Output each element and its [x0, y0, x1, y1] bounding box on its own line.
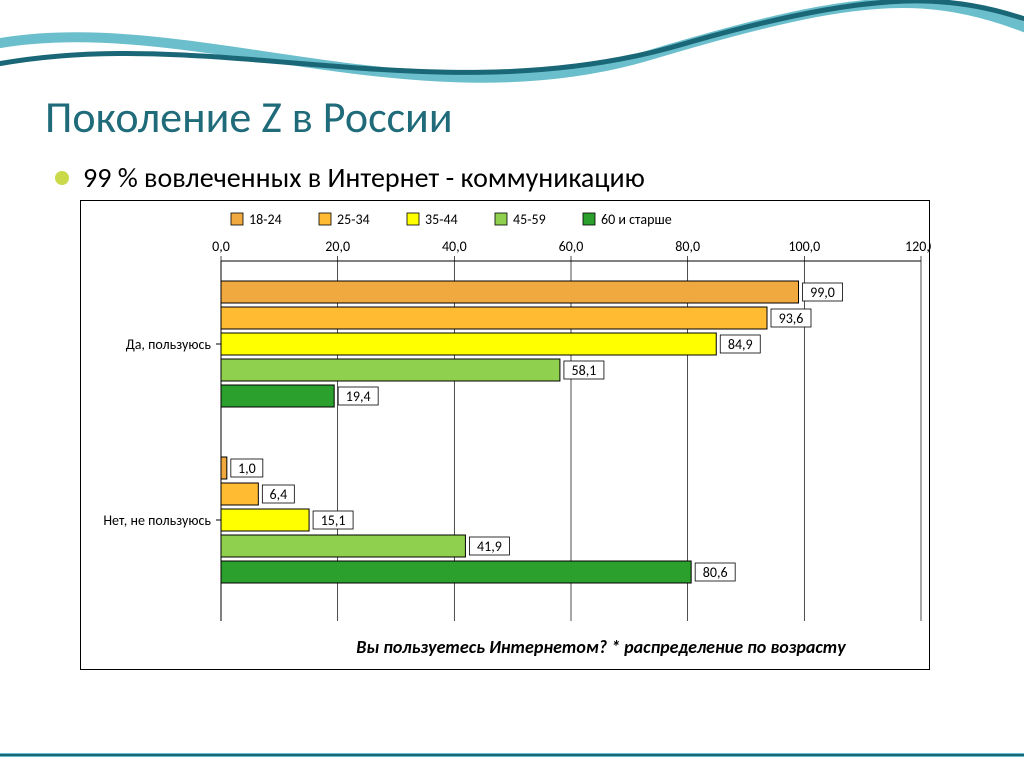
- bar: [221, 307, 767, 329]
- legend-label: 45-59: [513, 211, 546, 228]
- svg-text:Нет, не пользуюсь: Нет, не пользуюсь: [103, 512, 211, 529]
- svg-text:93,6: 93,6: [779, 310, 804, 327]
- svg-text:0,0: 0,0: [212, 238, 230, 255]
- svg-text:58,1: 58,1: [572, 362, 597, 379]
- svg-text:20,0: 20,0: [325, 238, 350, 255]
- svg-text:120,0: 120,0: [905, 238, 931, 255]
- bar: [221, 535, 465, 557]
- slide-title: Поколение Z в России: [45, 90, 453, 144]
- bar: [221, 385, 334, 407]
- bar: [221, 483, 258, 505]
- svg-text:15,1: 15,1: [321, 512, 346, 529]
- svg-text:Да, пользуюсь: Да, пользуюсь: [126, 336, 212, 353]
- bullet-text: 99 % вовлеченных в Интернет - коммуникац…: [83, 160, 645, 195]
- svg-text:80,6: 80,6: [703, 564, 728, 581]
- legend-label: 25-34: [337, 211, 370, 228]
- bullet-disc-icon: [55, 171, 69, 185]
- svg-text:60,0: 60,0: [559, 238, 584, 255]
- bar: [221, 281, 799, 303]
- bar: [221, 509, 309, 531]
- svg-text:6,4: 6,4: [269, 486, 287, 503]
- legend-swatch: [495, 213, 507, 225]
- footer-line-decoration: [0, 753, 1024, 757]
- legend-label: 18-24: [249, 211, 282, 228]
- svg-text:19,4: 19,4: [346, 388, 371, 405]
- svg-text:41,9: 41,9: [477, 538, 502, 555]
- svg-text:40,0: 40,0: [442, 238, 467, 255]
- bar: [221, 457, 227, 479]
- bar: [221, 561, 691, 583]
- bar: [221, 359, 560, 381]
- legend-swatch: [583, 213, 595, 225]
- legend-label: 35-44: [425, 211, 458, 228]
- chart-frame: 0,0 20,0 40,0 60,0 80,0 100,0 120,0 Да, пользую…: [80, 200, 930, 670]
- bullet-row: 99 % вовлеченных в Интернет - коммуникац…: [55, 160, 645, 195]
- bar-chart: 0,0 20,0 40,0 60,0 80,0 100,0 120,0 Да, пользую…: [81, 201, 931, 671]
- svg-text:100,0: 100,0: [788, 238, 820, 255]
- legend-swatch: [319, 213, 331, 225]
- svg-text:84,9: 84,9: [728, 336, 753, 353]
- svg-text:99,0: 99,0: [810, 284, 835, 301]
- legend-label: 60 и старше: [601, 211, 672, 228]
- chart-caption: Вы пользуетесь Интернетом? * распределен…: [356, 636, 846, 658]
- legend-swatch: [231, 213, 243, 225]
- bar: [221, 333, 716, 355]
- svg-text:1,0: 1,0: [238, 460, 256, 477]
- svg-text:80,0: 80,0: [675, 238, 700, 255]
- legend-swatch: [407, 213, 419, 225]
